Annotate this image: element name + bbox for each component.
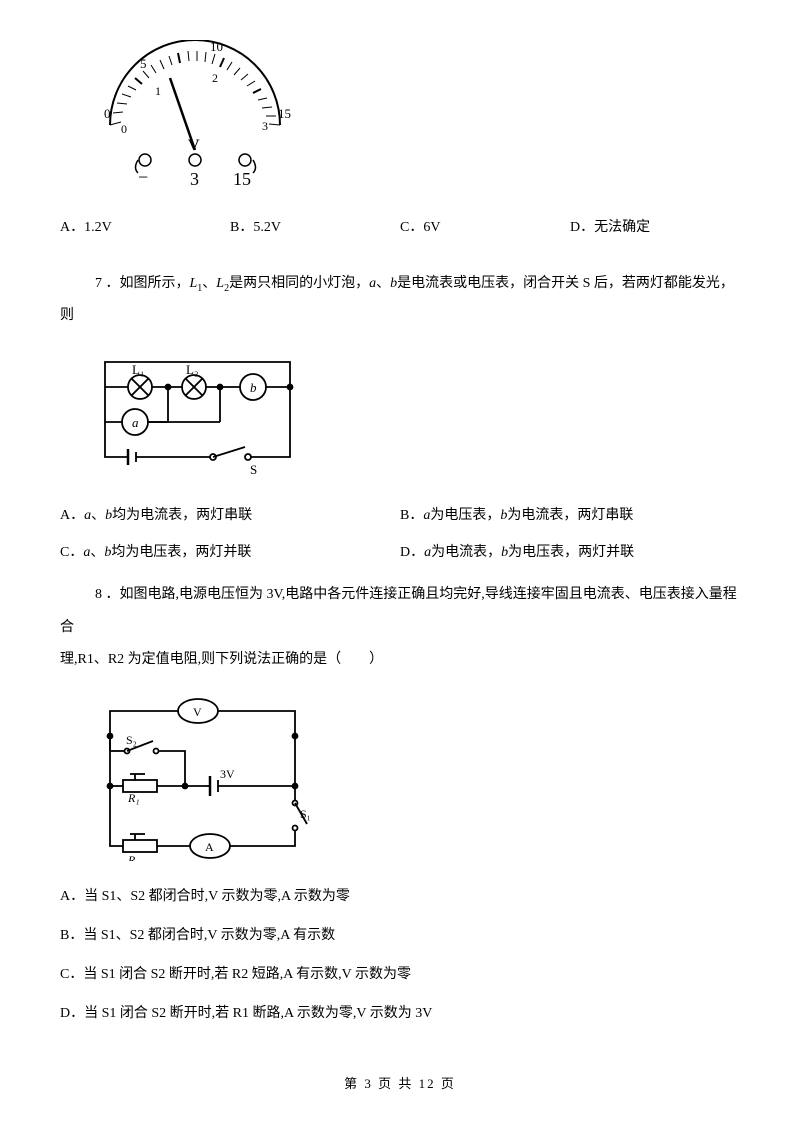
scale-top-15: 15 — [278, 106, 291, 121]
q8-label-v: V — [193, 705, 202, 719]
q8-label-src: 3V — [220, 767, 235, 781]
q7-option-b: B．a为电压表，b为电流表，两灯串联 — [400, 505, 740, 526]
scale-top-10: 10 — [210, 40, 223, 54]
scale-bot-3: 3 — [262, 119, 268, 133]
q8-label-s1: S₁ — [300, 807, 311, 821]
q8-label-s2: S₂ — [126, 733, 137, 747]
q7-number: 7 ． — [95, 276, 120, 291]
q7-circuit-figure: L₁ L₂ a b S — [90, 352, 740, 489]
terminal-3: 3 — [190, 169, 199, 189]
q6-options: A．1.2V B．5.2V C．6V D．无法确定 — [60, 217, 740, 238]
q8-circuit-svg: V A S₂ S₁ R₁ R₂ 3V — [90, 696, 320, 861]
scale-top-0: 0 — [104, 106, 111, 121]
q7-label-b: b — [250, 380, 257, 395]
q7-label-l2: L₂ — [186, 362, 198, 377]
q6-option-d: D．无法确定 — [570, 217, 740, 238]
q6-option-c: C．6V — [400, 217, 570, 238]
scale-bot-1: 1 — [155, 84, 161, 98]
q8-label-r1: R₁ — [127, 791, 140, 805]
q8-label-a: A — [205, 840, 214, 854]
q7-text: 7 ．如图所示，L1、L2是两只相同的小灯泡，a、b是电流表或电压表，闭合开关 … — [60, 268, 740, 332]
q6-option-a: A．1.2V — [60, 217, 230, 238]
scale-top-5: 5 — [140, 56, 147, 71]
terminal-15: 15 — [233, 169, 251, 189]
q7-circuit-svg: L₁ L₂ a b S — [90, 352, 310, 482]
q7-option-d: D．a为电流表，b为电压表，两灯并联 — [400, 542, 740, 563]
q7-option-a: A．a、b均为电流表，两灯串联 — [60, 505, 400, 526]
q7-label-l1: L₁ — [132, 362, 144, 377]
q8-circuit-figure: V A S₂ S₁ R₁ R₂ 3V — [90, 696, 740, 868]
q7-label-a: a — [132, 415, 139, 430]
q8-number: 8 ． — [95, 587, 120, 602]
q6-voltmeter-figure: 0 5 10 15 0 1 2 3 V − 3 15 — [90, 40, 740, 197]
meter-label-v: V — [188, 137, 200, 154]
voltmeter-svg: 0 5 10 15 0 1 2 3 V − 3 15 — [90, 40, 300, 190]
terminal-minus: − — [138, 167, 148, 187]
q8-option-b: B．当 S1、S2 都闭合时,V 示数为零,A 有示数 — [60, 925, 740, 946]
scale-bot-0: 0 — [121, 122, 127, 136]
q8-label-r2: R₂ — [127, 853, 140, 861]
q8-text: 8 ．如图电路,电源电压恒为 3V,电路中各元件连接正确且均完好,导线连接牢固且… — [60, 579, 740, 676]
q8-option-c: C．当 S1 闭合 S2 断开时,若 R2 短路,A 有示数,V 示数为零 — [60, 964, 740, 985]
q7-option-c: C．a、b均为电压表，两灯并联 — [60, 542, 400, 563]
page-footer: 第 3 页 共 12 页 — [60, 1074, 740, 1094]
q8-option-a: A．当 S1、S2 都闭合时,V 示数为零,A 示数为零 — [60, 886, 740, 907]
q7-options-row2: C．a、b均为电压表，两灯并联 D．a为电流表，b为电压表，两灯并联 — [60, 542, 740, 563]
q6-option-b: B．5.2V — [230, 217, 400, 238]
q8-option-d: D．当 S1 闭合 S2 断开时,若 R1 断路,A 示数为零,V 示数为 3V — [60, 1003, 740, 1024]
q7-options-row1: A．a、b均为电流表，两灯串联 B．a为电压表，b为电流表，两灯串联 — [60, 505, 740, 526]
q7-label-s: S — [250, 462, 257, 477]
scale-bot-2: 2 — [212, 71, 218, 85]
